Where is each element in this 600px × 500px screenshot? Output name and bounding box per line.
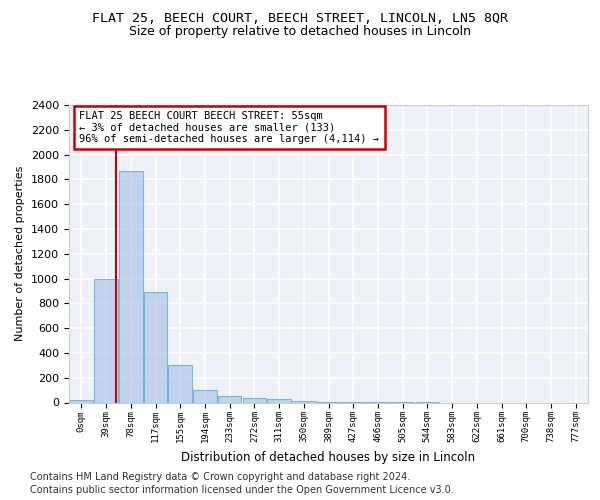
X-axis label: Distribution of detached houses by size in Lincoln: Distribution of detached houses by size … xyxy=(181,450,476,464)
Bar xyxy=(119,170,143,402)
Bar xyxy=(268,400,291,402)
Bar xyxy=(242,398,266,402)
Text: FLAT 25 BEECH COURT BEECH STREET: 55sqm
← 3% of detached houses are smaller (133: FLAT 25 BEECH COURT BEECH STREET: 55sqm … xyxy=(79,111,379,144)
Bar xyxy=(193,390,217,402)
Bar xyxy=(218,396,241,402)
Text: FLAT 25, BEECH COURT, BEECH STREET, LINCOLN, LN5 8QR: FLAT 25, BEECH COURT, BEECH STREET, LINC… xyxy=(92,12,508,26)
Y-axis label: Number of detached properties: Number of detached properties xyxy=(16,166,25,342)
Text: Contains public sector information licensed under the Open Government Licence v3: Contains public sector information licen… xyxy=(30,485,454,495)
Bar xyxy=(70,400,93,402)
Bar xyxy=(169,364,192,403)
Text: Size of property relative to detached houses in Lincoln: Size of property relative to detached ho… xyxy=(129,25,471,38)
Bar xyxy=(144,292,167,403)
Bar xyxy=(292,400,316,402)
Text: Contains HM Land Registry data © Crown copyright and database right 2024.: Contains HM Land Registry data © Crown c… xyxy=(30,472,410,482)
Bar xyxy=(94,278,118,402)
